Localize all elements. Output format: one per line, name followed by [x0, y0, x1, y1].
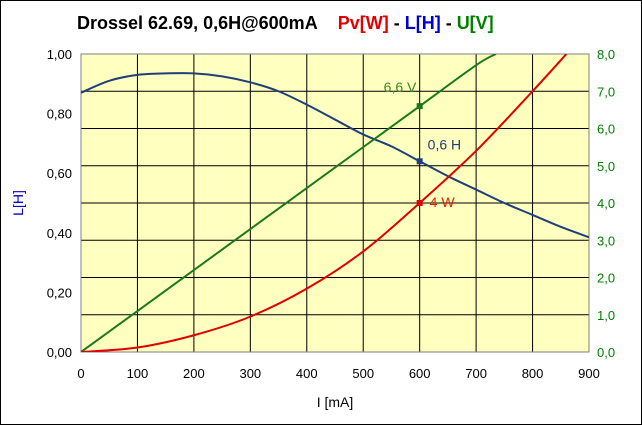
series-line-L: [81, 72, 589, 239]
data-label-U: 6,6 V: [384, 79, 417, 95]
chart-title-part: -: [389, 13, 405, 33]
y-left-tick-label: 0,60: [47, 166, 72, 181]
x-tick-labels: 0 100 200 300 400 500 600 700 800 900: [77, 366, 599, 381]
x-tick-label: 700: [465, 366, 487, 381]
chart-title-part: L[H]: [405, 13, 441, 33]
annotations: 6,6 V 0,6 H 4 W: [384, 79, 461, 210]
series-line-U: [81, 54, 497, 352]
series-lines: [81, 54, 589, 352]
y-left-tick-label: 0,40: [47, 226, 72, 241]
y-left-tick-labels: 0,00 0,20 0,40 0,60 0,80 1,00: [47, 47, 72, 360]
y-right-tick-label: 3,0: [597, 233, 615, 248]
x-tick-label: 800: [522, 366, 544, 381]
y-right-tick-label: 5,0: [597, 159, 615, 174]
chart-title-part: Pv[W]: [338, 13, 389, 33]
y-left-tick-label: 0,00: [47, 345, 72, 360]
data-point-marker-L: [416, 158, 423, 165]
chart-title-part: U[V]: [457, 13, 494, 33]
data-label-L: 0,6 H: [428, 136, 461, 152]
x-tick-label: 0: [77, 366, 84, 381]
x-tick-label: 100: [127, 366, 149, 381]
chart-title-part: Drossel 62.69, 0,6H@600mA: [77, 13, 318, 33]
data-point-marker-Pv: [416, 200, 423, 206]
y-left-tick-label: 1,00: [47, 47, 72, 62]
x-tick-label: 400: [296, 366, 318, 381]
plot-border: [80, 53, 590, 353]
y-right-tick-label: 1,0: [597, 308, 615, 323]
x-axis-label: I [mA]: [317, 394, 354, 410]
x-tick-label: 500: [352, 366, 374, 381]
x-tick-label: 900: [578, 366, 600, 381]
data-point-marker-U: [416, 103, 423, 110]
chart-title: Drossel 62.69, 0,6H@600mA Pv[W] - L[H] - …: [77, 13, 494, 33]
x-tick-label: 600: [409, 366, 431, 381]
chart-title-part: -: [441, 13, 457, 33]
y-right-tick-label: 6,0: [597, 122, 615, 137]
y-right-tick-labels: 0,0 1,0 2,0 3,0 4,0 5,0 6,0 7,0 8,0: [597, 47, 615, 360]
y-left-tick-label: 0,20: [47, 285, 72, 300]
y-right-tick-label: 4,0: [597, 196, 615, 211]
y-left-axis-label: L[H]: [10, 190, 26, 216]
y-right-tick-label: 2,0: [597, 271, 615, 286]
series-line-Pv: [81, 54, 568, 352]
grid: [81, 54, 589, 352]
y-left-tick-label: 0,80: [47, 107, 72, 122]
x-tick-label: 300: [239, 366, 261, 381]
y-right-tick-label: 0,0: [597, 345, 615, 360]
data-label-Pv: 4 W: [430, 194, 456, 210]
chart-title-text: Drossel 62.69, 0,6H@600mA Pv[W] - L[H] - …: [77, 13, 494, 33]
y-right-tick-label: 7,0: [597, 84, 615, 99]
y-right-tick-label: 8,0: [597, 47, 615, 62]
x-tick-label: 200: [183, 366, 205, 381]
